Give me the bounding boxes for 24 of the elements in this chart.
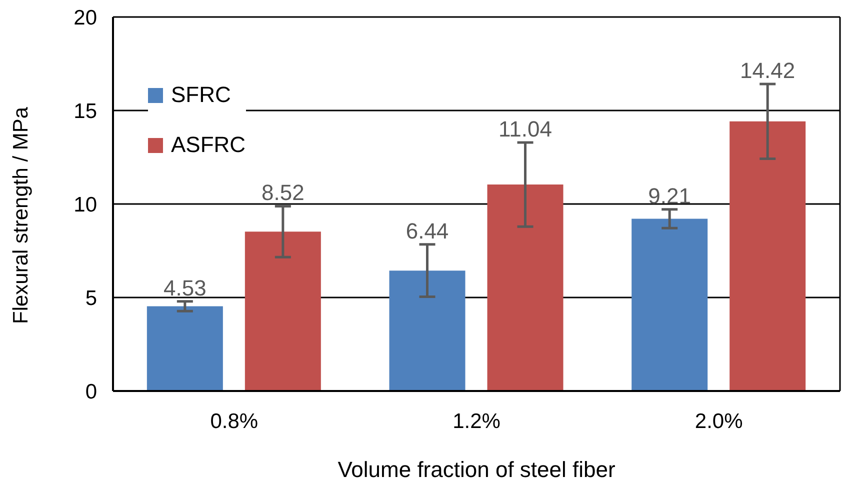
data-label: 11.04: [498, 116, 552, 142]
y-tick-label: 0: [85, 380, 97, 404]
data-label: 4.53: [164, 275, 206, 300]
bar: [146, 306, 223, 391]
y-tick-label: 5: [85, 286, 97, 310]
data-label: 9.21: [648, 183, 692, 208]
bar: [632, 218, 708, 391]
y-axis-title: Flexural strength / MPa: [9, 106, 32, 324]
x-axis-title: Volume fraction of steel fiber: [338, 457, 616, 482]
data-label: 8.52: [262, 180, 304, 206]
y-tick-label: 15: [74, 100, 97, 123]
x-tick-label: 2.0%: [694, 410, 743, 433]
legend-label: SFRC: [171, 82, 231, 108]
bar: [244, 232, 321, 391]
bar: [389, 270, 466, 391]
bar: [730, 121, 806, 391]
bar: [487, 184, 564, 391]
data-label: 6.44: [406, 218, 449, 244]
data-label: 14.42: [740, 58, 796, 83]
x-tick-label: 1.2%: [452, 410, 500, 433]
x-tick-label: 0.8%: [210, 410, 258, 433]
y-tick-label: 10: [74, 193, 97, 216]
y-tick-label: 20: [74, 6, 97, 30]
legend-label: ASFRC: [171, 132, 246, 158]
